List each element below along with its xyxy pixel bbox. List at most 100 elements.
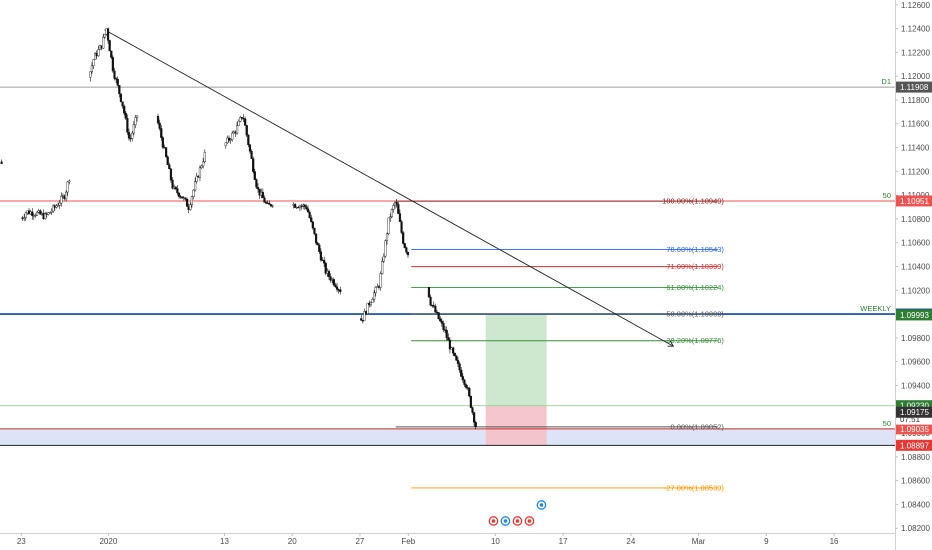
- candle-body: [198, 167, 202, 178]
- candle-body: [239, 117, 242, 122]
- candle-body: [323, 259, 326, 264]
- candle-body: [261, 191, 264, 199]
- candle-body: [164, 147, 168, 157]
- candle-body: [189, 204, 192, 210]
- candle-body: [387, 217, 390, 234]
- candle-body: [332, 279, 335, 286]
- candle-body: [161, 137, 164, 148]
- event-icon-dot: [527, 519, 532, 523]
- candle-body: [58, 202, 61, 206]
- support-zone: [0, 428, 895, 446]
- candle-body: [324, 262, 327, 274]
- x-tick-label: 27: [355, 537, 364, 546]
- candle-body: [440, 320, 443, 324]
- x-tick-label: 24: [626, 537, 635, 546]
- candle-body: [252, 158, 255, 172]
- trendline-arrowhead: [667, 340, 675, 347]
- candle-body: [397, 204, 400, 214]
- candle-body: [190, 196, 194, 205]
- candle-body: [403, 243, 406, 248]
- y-tick-label: 1.08800: [901, 453, 930, 462]
- trendline[interactable]: [104, 29, 674, 347]
- candle-body: [456, 360, 460, 364]
- price-tag-3: 1.09175: [900, 408, 929, 417]
- candle-body: [111, 57, 114, 72]
- price-tag-2: 07:51: [900, 415, 921, 424]
- candle-body: [305, 206, 308, 209]
- candle-body: [335, 286, 339, 290]
- candle-body: [229, 139, 232, 141]
- event-icon-dot: [539, 503, 544, 507]
- candle-body: [360, 318, 363, 321]
- candle-body: [452, 347, 455, 354]
- candle-body: [195, 175, 198, 182]
- candle-body: [402, 232, 405, 244]
- position-profit-zone[interactable]: [485, 314, 547, 406]
- candle-body: [174, 186, 177, 189]
- candle-body: [118, 85, 121, 95]
- candle-body: [65, 191, 68, 200]
- candle-body: [268, 203, 271, 205]
- candle-body: [39, 210, 42, 215]
- position-stop-zone[interactable]: [485, 405, 547, 446]
- level-label-3: 50: [883, 419, 891, 428]
- x-tick-label: 13: [220, 537, 229, 546]
- x-tick-label: Mar: [692, 537, 706, 546]
- x-tick-label: 23: [17, 537, 26, 546]
- candle-body: [126, 118, 129, 133]
- event-icon-dot: [515, 519, 520, 523]
- candle-body: [110, 50, 113, 58]
- candle-body: [469, 395, 472, 408]
- candle-body: [240, 117, 243, 119]
- price-tag-level-3-bg: [896, 423, 932, 435]
- level-label-0: D1: [881, 77, 891, 86]
- candle-body: [334, 284, 337, 288]
- level-label-2: WEEKLY: [860, 304, 891, 313]
- event-count: 7: [546, 497, 550, 506]
- candle-body: [458, 363, 461, 371]
- candle-body: [339, 289, 342, 292]
- candle-body: [455, 355, 458, 361]
- candle-body: [310, 217, 313, 222]
- candle-body: [247, 134, 250, 145]
- candle-body: [0, 161, 3, 164]
- candle-body: [200, 165, 203, 168]
- candle-body: [474, 422, 477, 427]
- candle-body: [445, 329, 448, 338]
- candle-body: [108, 40, 111, 52]
- candle-body: [395, 202, 398, 205]
- y-tick-label: 1.11200: [901, 167, 930, 176]
- candle-body: [31, 211, 34, 216]
- candle-body: [269, 204, 273, 207]
- candle-body: [176, 188, 179, 194]
- candle-body: [385, 233, 389, 241]
- y-tick-label: 1.08600: [901, 477, 930, 486]
- candle-body: [127, 132, 131, 139]
- candle-body: [318, 244, 321, 252]
- candle-body: [366, 302, 369, 315]
- price-tag-0-bg: [896, 309, 932, 321]
- candle-body: [103, 33, 106, 38]
- candle-body: [432, 305, 435, 307]
- candle-body: [429, 296, 432, 306]
- price-tag-level-0-bg: [896, 81, 932, 93]
- event-count: 2: [498, 513, 502, 522]
- candle-body: [94, 53, 97, 60]
- price-tag-2-bg: [896, 413, 932, 425]
- candle-body: [316, 242, 319, 246]
- y-tick-label: 1.11400: [901, 144, 930, 153]
- candle-body: [60, 195, 63, 204]
- candle-body: [381, 261, 384, 274]
- candle-body: [468, 387, 471, 397]
- candle-body: [447, 337, 450, 341]
- candle-body: [406, 252, 410, 256]
- event-count: 2: [534, 513, 538, 522]
- candle-body: [263, 197, 266, 203]
- fib-label-3: 61.80%(1.10224): [666, 283, 724, 292]
- candle-body: [52, 205, 55, 212]
- candle-body: [231, 132, 234, 140]
- candle-body: [427, 287, 431, 298]
- candle-body: [34, 214, 37, 217]
- candle-body: [400, 221, 403, 233]
